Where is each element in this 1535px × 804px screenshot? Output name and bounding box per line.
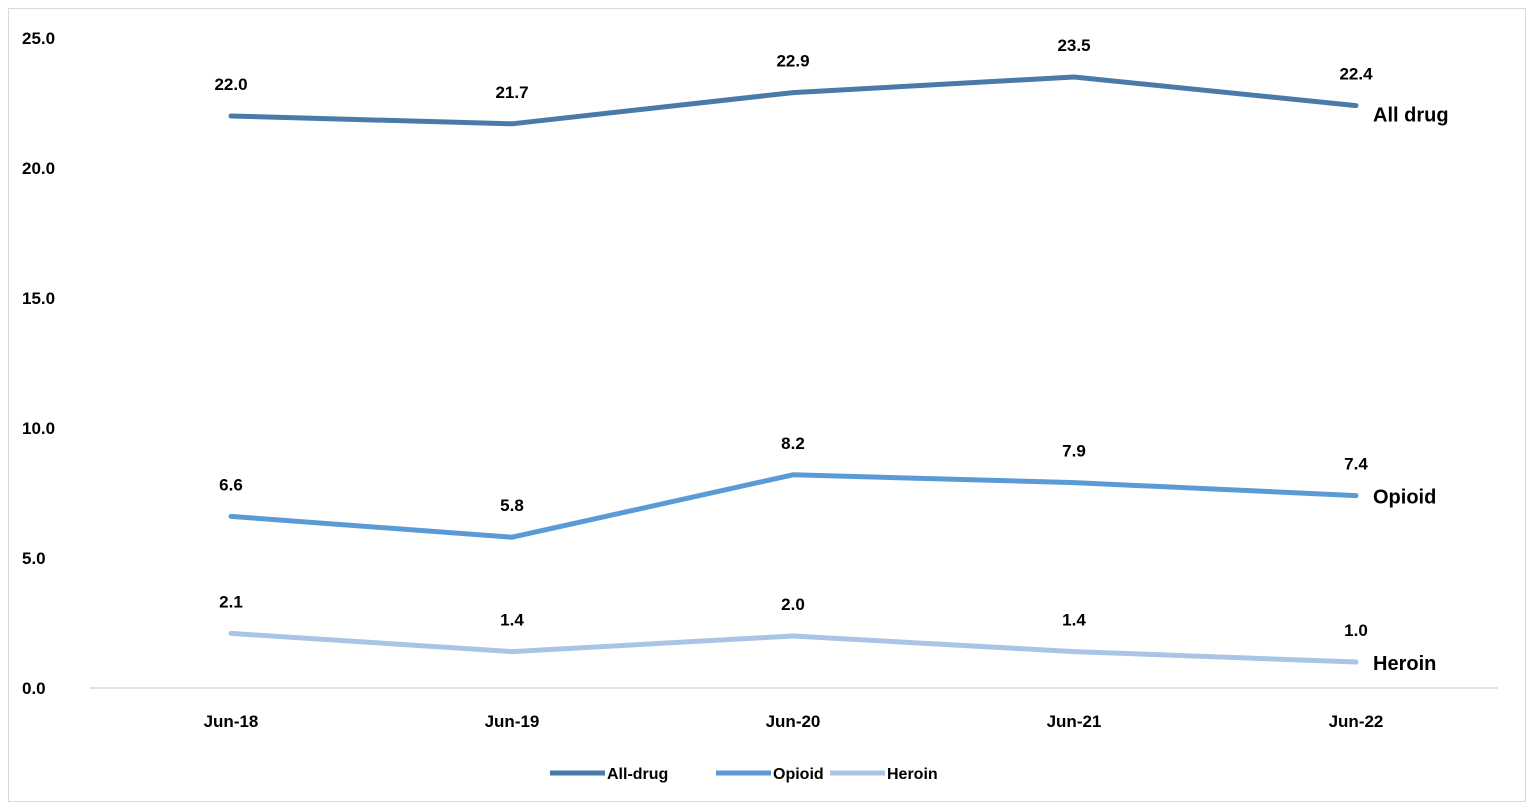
series-lines bbox=[228, 74, 1359, 665]
data-label: 7.4 bbox=[1344, 455, 1368, 474]
data-label: 7.9 bbox=[1062, 442, 1086, 461]
y-tick-label: 20.0 bbox=[22, 159, 55, 178]
x-tick-label: Jun-21 bbox=[1047, 712, 1102, 731]
legend-label: Opioid bbox=[773, 766, 824, 783]
series-line-all-drug bbox=[228, 74, 1359, 127]
data-labels: 22.0 21.7 22.9 23.5 22.4 6.6 5.8 8.2 7.9 7.4 2.1 1.… bbox=[214, 36, 1373, 640]
data-label: 5.8 bbox=[500, 496, 524, 515]
x-axis-ticks: Jun-18 Jun-19 Jun-20 Jun-21 Jun-22 bbox=[204, 712, 1384, 731]
x-tick-label: Jun-22 bbox=[1329, 712, 1384, 731]
data-label: 6.6 bbox=[219, 475, 243, 494]
y-axis-ticks: 0.0 5.0 10.0 15.0 20.0 25.0 bbox=[22, 29, 55, 698]
series-end-labels: All drug Opioid Heroin bbox=[1373, 105, 1449, 675]
y-tick-label: 15.0 bbox=[22, 289, 55, 308]
series-end-label: All drug bbox=[1373, 105, 1449, 127]
y-tick-label: 5.0 bbox=[22, 549, 46, 568]
data-label: 21.7 bbox=[495, 83, 528, 102]
legend: All-drug Opioid Heroin bbox=[550, 766, 938, 783]
data-label: 2.1 bbox=[219, 592, 243, 611]
data-label: 22.9 bbox=[776, 52, 809, 71]
y-tick-label: 10.0 bbox=[22, 419, 55, 438]
y-tick-label: 25.0 bbox=[22, 29, 55, 48]
series-end-label: Heroin bbox=[1373, 653, 1436, 675]
series-line-heroin bbox=[228, 630, 1359, 665]
chart-frame bbox=[8, 8, 1526, 802]
data-label: 8.2 bbox=[781, 434, 805, 453]
x-tick-label: Jun-19 bbox=[485, 712, 540, 731]
data-label: 23.5 bbox=[1057, 36, 1090, 55]
data-label: 22.0 bbox=[214, 75, 247, 94]
data-label: 1.4 bbox=[1062, 611, 1086, 630]
y-tick-label: 0.0 bbox=[22, 679, 46, 698]
data-label: 2.0 bbox=[781, 595, 805, 614]
data-label: 22.4 bbox=[1339, 65, 1373, 84]
legend-label: Heroin bbox=[887, 766, 938, 783]
legend-label: All-drug bbox=[607, 766, 668, 783]
x-tick-label: Jun-18 bbox=[204, 712, 259, 731]
data-label: 1.0 bbox=[1344, 621, 1368, 640]
data-label: 1.4 bbox=[500, 611, 524, 630]
series-line-opioid bbox=[228, 472, 1359, 540]
series-end-label: Opioid bbox=[1373, 487, 1436, 509]
x-tick-label: Jun-20 bbox=[766, 712, 821, 731]
